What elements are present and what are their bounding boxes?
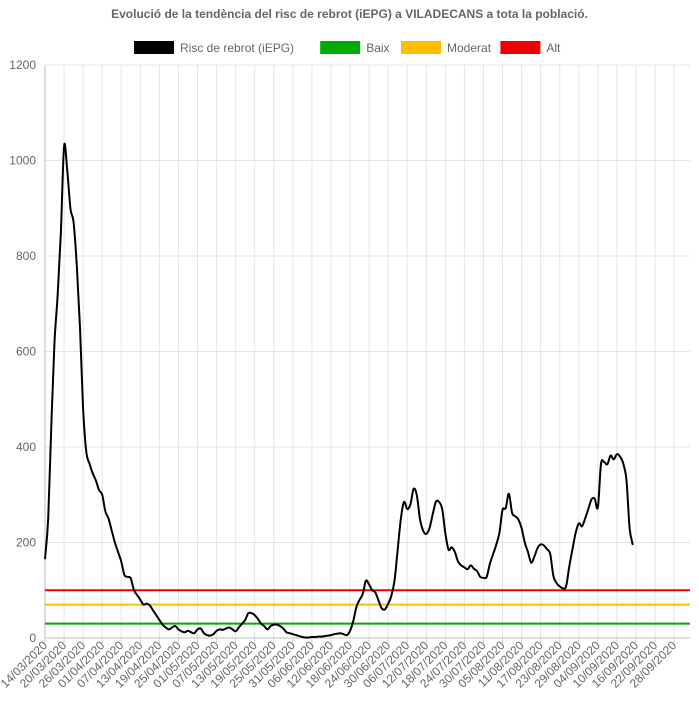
legend-label: Baix bbox=[366, 41, 389, 55]
x-gridlines bbox=[44, 65, 675, 643]
y-tick-label: 600 bbox=[16, 345, 36, 359]
series-lines bbox=[44, 142, 634, 639]
y-tick-label: 1200 bbox=[9, 58, 36, 72]
legend-label: Alt bbox=[546, 41, 561, 55]
legend-swatch bbox=[134, 41, 174, 54]
y-tick-label: 800 bbox=[16, 249, 36, 263]
chart-legend: Risc de rebrot (iEPG) Baix Moderat Alt bbox=[134, 41, 561, 55]
legend-label: Risc de rebrot (iEPG) bbox=[180, 41, 294, 55]
series-line-iepg bbox=[44, 142, 634, 639]
chart-axes bbox=[44, 65, 690, 639]
legend-label: Moderat bbox=[447, 41, 492, 55]
legend-swatch bbox=[320, 41, 361, 54]
legend-swatch bbox=[401, 41, 441, 54]
y-gridlines bbox=[45, 64, 690, 639]
x-axis-ticks: 14/03/202020/03/202026/03/202001/04/2020… bbox=[0, 638, 679, 691]
y-axis-ticks: 0 200 400 600 800 1000 1200 bbox=[9, 58, 36, 645]
y-tick-label: 400 bbox=[16, 440, 36, 454]
legend-swatch bbox=[500, 41, 541, 54]
threshold-lines bbox=[45, 589, 690, 625]
y-tick-label: 1000 bbox=[9, 154, 36, 168]
y-tick-label: 200 bbox=[16, 536, 36, 550]
y-tick-label: 0 bbox=[29, 631, 36, 645]
chart-title: Evolució de la tendència del risc de reb… bbox=[111, 7, 588, 21]
